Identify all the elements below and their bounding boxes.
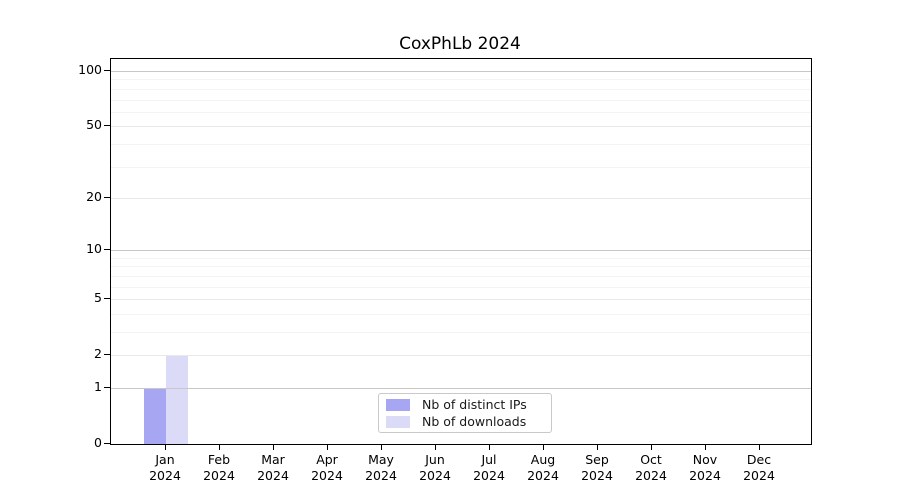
x-tick-month: Aug [530,452,556,467]
x-tick [381,444,383,450]
gridline-minor [111,266,811,268]
y-tick [104,298,110,300]
gridline-major [111,250,811,252]
x-tick-year: 2024 [257,468,289,483]
chart-title: CoxPhLb 2024 [399,34,521,54]
x-tick-month: Apr [316,452,338,467]
legend-item: Nb of downloads [386,413,551,429]
x-tick-label: May 2024 [354,452,408,484]
x-tick-month: Mar [261,452,285,467]
legend-label: Nb of distinct IPs [422,396,527,412]
legend-swatch [386,398,410,411]
x-tick-month: Jan [155,452,175,467]
y-tick [104,387,110,389]
x-tick-label: Apr 2024 [300,452,354,484]
gridline-minor [111,99,811,101]
x-tick-month: Feb [207,452,231,467]
gridline-minor [111,275,811,277]
x-tick-month: Oct [640,452,662,467]
x-tick [759,444,761,450]
x-tick-label: Mar 2024 [246,452,300,484]
gridline-minor [111,332,811,333]
gridline-minor [111,143,811,145]
x-tick-year: 2024 [149,468,181,483]
x-tick-month: Sep [585,452,609,467]
legend-item: Nb of distinct IPs [386,396,551,412]
x-tick-label: Oct 2024 [624,452,678,484]
gridline-major [111,388,811,389]
x-tick-month: May [368,452,394,467]
y-tick-label: 1 [94,379,102,394]
y-tick-label: 100 [78,62,102,77]
x-tick [543,444,545,450]
y-tick [104,196,110,199]
y-tick [104,354,110,356]
gridline-minor [111,79,811,81]
legend-label: Nb of downloads [422,413,527,429]
x-tick-label: Aug 2024 [516,452,570,484]
x-tick [219,444,221,450]
x-tick-label: Nov 2024 [678,452,732,484]
x-tick [597,444,599,450]
gridline-major [111,299,811,301]
x-tick-year: 2024 [365,468,397,483]
y-tick-label: 20 [86,188,102,204]
gridline-minor [111,313,811,315]
x-tick-year: 2024 [419,468,451,483]
bar-downloads [166,355,188,444]
y-tick [104,125,110,127]
x-tick [165,444,167,450]
y-tick-label: 2 [94,346,102,362]
x-tick-label: Jan 2024 [138,452,192,484]
y-tick-label: 0 [94,435,102,450]
x-tick-month: Jul [481,452,497,467]
x-tick-year: 2024 [635,468,667,483]
gridline-minor [111,111,811,113]
y-tick-label: 5 [94,290,102,306]
x-tick-label: Dec 2024 [732,452,786,484]
legend: Nb of distinct IPs Nb of downloads [378,393,552,433]
x-tick-year: 2024 [581,468,613,483]
y-tick [104,249,110,251]
y-tick-label: 10 [86,241,102,257]
y-tick [104,443,110,445]
y-tick [104,70,110,72]
x-tick [651,444,653,450]
y-tick-label: 50 [86,117,102,133]
x-tick-month: Dec [746,452,772,467]
gridline-major [111,71,811,72]
gridline-major [111,197,811,199]
x-tick [273,444,275,450]
gridline-major [111,126,811,128]
x-tick [327,444,329,450]
legend-swatch [386,415,410,428]
gridline-minor [111,166,811,168]
x-tick-year: 2024 [743,468,775,483]
bar-distinct-ips [144,388,166,444]
x-tick-year: 2024 [527,468,559,483]
x-tick-year: 2024 [311,468,343,483]
x-tick-year: 2024 [203,468,235,483]
x-tick [705,444,707,450]
x-tick-month: Nov [692,452,718,467]
gridline-minor [111,257,811,259]
x-tick-year: 2024 [689,468,721,483]
gridline-minor [111,286,811,288]
x-tick [435,444,437,450]
gridline-minor [111,88,811,90]
x-tick-year: 2024 [473,468,505,483]
x-tick-label: Feb 2024 [192,452,246,484]
x-tick-label: Jul 2024 [462,452,516,484]
x-tick [489,444,491,450]
x-tick-label: Jun 2024 [408,452,462,484]
gridline-major [111,355,811,357]
x-tick-label: Sep 2024 [570,452,624,484]
plot-area [110,58,812,445]
x-tick-month: Jun [425,452,445,467]
